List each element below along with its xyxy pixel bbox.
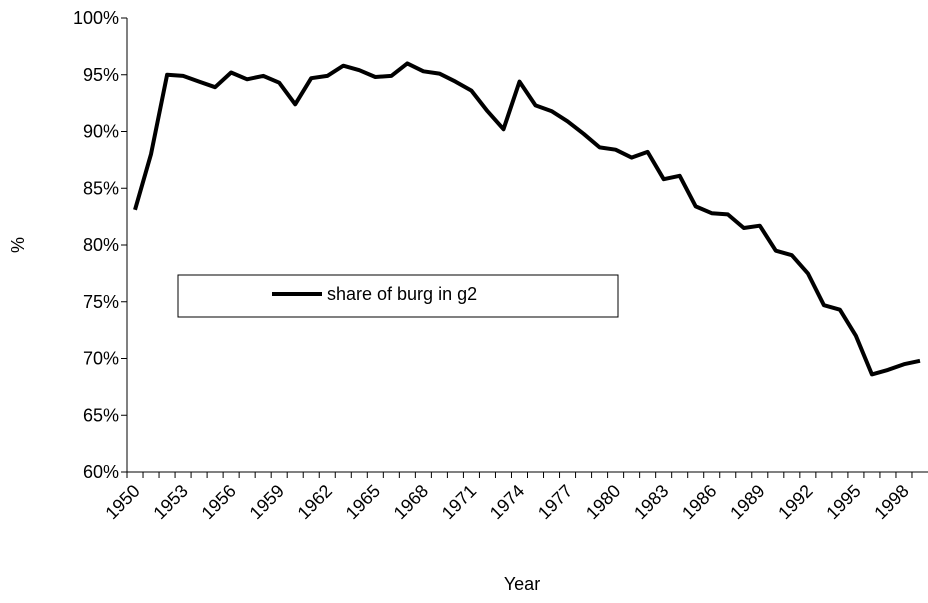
y-tick-label: 100%	[73, 8, 119, 28]
y-tick-label: 65%	[83, 405, 119, 425]
x-tick-label: 1974	[486, 481, 528, 523]
x-tick-label: 1992	[774, 481, 816, 523]
x-tick-label: 1968	[390, 481, 432, 523]
y-tick-label: 80%	[83, 235, 119, 255]
x-tick-label: 1971	[438, 481, 480, 523]
x-tick-label: 1995	[822, 481, 864, 523]
x-tick-label: 1986	[678, 481, 720, 523]
x-tick-label: 1998	[870, 481, 912, 523]
x-tick-label: 1962	[294, 481, 336, 523]
legend-box	[177, 274, 619, 318]
x-tick-label: 1980	[582, 481, 624, 523]
x-tick-label: 1977	[534, 481, 576, 523]
x-axis-label: Year	[504, 574, 540, 594]
y-tick-label: 90%	[83, 122, 119, 142]
x-tick-label: 1959	[246, 481, 288, 523]
x-tick-label: 1950	[101, 481, 143, 523]
y-tick-label: 95%	[83, 65, 119, 85]
y-tick-label: 60%	[83, 462, 119, 482]
x-tick-label: 1965	[342, 481, 384, 523]
y-tick-label: 70%	[83, 349, 119, 369]
x-tick-label: 1956	[197, 481, 239, 523]
legend-label: share of burg in g2	[327, 284, 477, 304]
series-line	[133, 61, 921, 377]
x-tick-label: 1989	[726, 481, 768, 523]
x-tick-label: 1983	[630, 481, 672, 523]
y-tick-label: 75%	[83, 292, 119, 312]
x-tick-label: 1953	[149, 481, 191, 523]
y-axis-label: %	[8, 237, 28, 253]
y-tick-label: 85%	[83, 178, 119, 198]
